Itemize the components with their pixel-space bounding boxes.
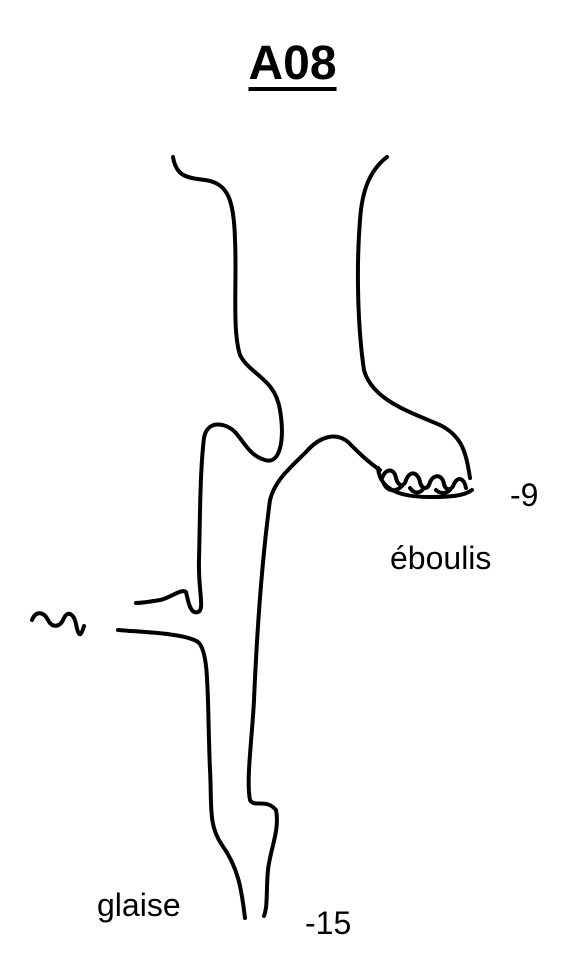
side-passage-squiggle [30, 611, 86, 637]
shaft-right-wall-upper [355, 155, 472, 480]
shaft-left-wall [134, 155, 284, 615]
shaft-lower-left-wall [116, 628, 247, 920]
shaft-title: A08 [248, 37, 337, 90]
clay-label: glaise [97, 887, 181, 923]
rubble-label: éboulis [390, 540, 492, 576]
rubble-blocks [380, 468, 468, 495]
shaft-right-wall-lower [246, 434, 382, 918]
depth-label-bottom: -15 [305, 905, 352, 941]
depth-label-top: -9 [510, 477, 539, 513]
